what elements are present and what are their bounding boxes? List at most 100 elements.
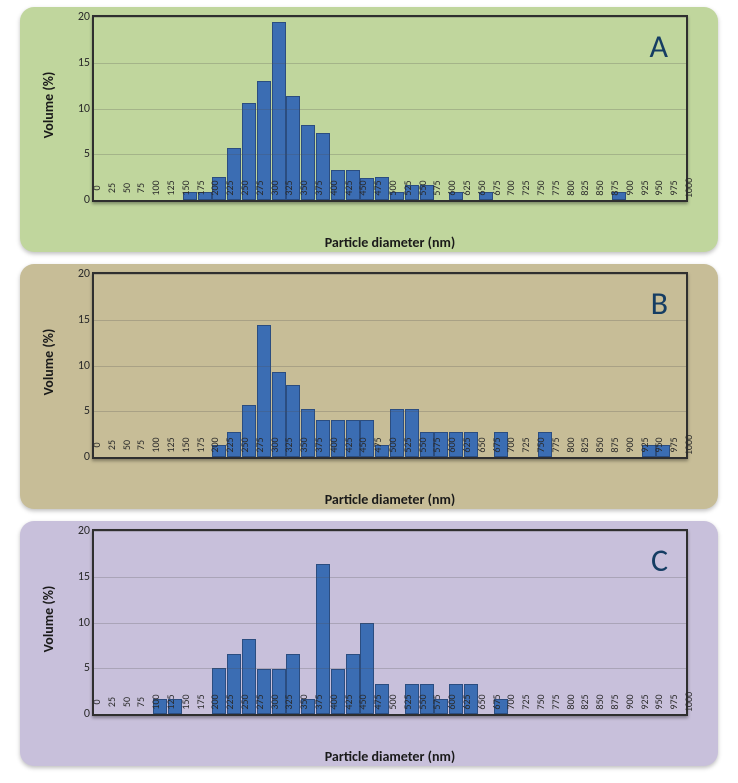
x-tick-label: 400 (327, 173, 340, 203)
y-label-wrap: Volume (%) (34, 7, 54, 202)
x-tick-label: 500 (386, 430, 399, 460)
x-axis-label: Particle diameter (nm) (92, 491, 688, 508)
y-tick-label: 5 (64, 404, 94, 418)
x-tick-label: 125 (164, 430, 177, 460)
x-tick-label: 150 (179, 430, 192, 460)
x-tick-label: 50 (120, 687, 133, 717)
x-tick-label: 125 (164, 687, 177, 717)
x-tick-label: 525 (401, 430, 414, 460)
x-tick-label: 525 (401, 687, 414, 717)
x-tick-label: 200 (208, 687, 221, 717)
panel-a: Volume (%) A 051015200255075100125150175… (20, 7, 718, 252)
x-tick-label: 300 (268, 173, 281, 203)
y-tick-label: 5 (64, 147, 94, 161)
gridline (94, 63, 686, 64)
x-tick-label: 300 (268, 687, 281, 717)
x-tick-label: 750 (534, 430, 547, 460)
x-tick-label: 325 (282, 687, 295, 717)
x-tick-label: 700 (504, 173, 517, 203)
x-tick-label: 250 (238, 173, 251, 203)
x-tick-label: 400 (327, 687, 340, 717)
x-tick-label: 975 (667, 173, 680, 203)
x-tick-label: 900 (623, 430, 636, 460)
x-tick-label: 75 (134, 687, 147, 717)
panel-b: Volume (%) B 051015200255075100125150175… (20, 264, 718, 509)
x-tick-label: 950 (652, 430, 665, 460)
x-tick-label: 475 (371, 173, 384, 203)
x-tick-label: 275 (253, 430, 266, 460)
x-axis-label: Particle diameter (nm) (92, 748, 688, 765)
x-tick-label: 1000 (682, 173, 695, 203)
x-tick-label: 600 (445, 430, 458, 460)
x-tick-label: 775 (549, 687, 562, 717)
x-tick-label: 550 (416, 687, 429, 717)
x-tick-label: 450 (356, 687, 369, 717)
x-tick-label: 550 (416, 430, 429, 460)
x-tick-label: 975 (667, 430, 680, 460)
x-tick-label: 875 (608, 430, 621, 460)
y-tick-label: 15 (64, 313, 94, 327)
x-tick-label: 700 (504, 430, 517, 460)
panel-letter-c: C (651, 541, 668, 580)
x-tick-label: 925 (638, 687, 651, 717)
x-tick-label: 125 (164, 173, 177, 203)
gridline (94, 623, 686, 624)
x-tick-label: 825 (578, 173, 591, 203)
x-tick-label: 625 (460, 430, 473, 460)
x-tick-label: 150 (179, 687, 192, 717)
panel-letter-a: A (649, 27, 668, 66)
x-tick-label: 575 (430, 430, 443, 460)
x-tick-label: 425 (342, 430, 355, 460)
x-tick-label: 650 (475, 430, 488, 460)
y-tick-label: 15 (64, 570, 94, 584)
x-tick-label: 1000 (682, 687, 695, 717)
gridline (94, 109, 686, 110)
x-tick-label: 525 (401, 173, 414, 203)
gridline (94, 668, 686, 669)
x-tick-label: 25 (105, 173, 118, 203)
x-tick-label: 100 (149, 173, 162, 203)
gridline (94, 577, 686, 578)
gridline (94, 320, 686, 321)
x-tick-label: 225 (223, 430, 236, 460)
x-tick-label: 175 (194, 687, 207, 717)
x-tick-label: 775 (549, 173, 562, 203)
x-tick-label: 350 (297, 687, 310, 717)
x-tick-label: 800 (564, 430, 577, 460)
y-tick-label: 15 (64, 56, 94, 70)
gridline (94, 411, 686, 412)
x-tick-label: 0 (90, 430, 103, 460)
x-tick-label: 575 (430, 687, 443, 717)
x-tick-label: 175 (194, 430, 207, 460)
y-tick-label: 5 (64, 661, 94, 675)
x-tick-label: 300 (268, 430, 281, 460)
x-tick-label: 875 (608, 687, 621, 717)
x-tick-label: 225 (223, 687, 236, 717)
x-tick-label: 650 (475, 687, 488, 717)
x-tick-label: 725 (519, 687, 532, 717)
x-tick-label: 600 (445, 173, 458, 203)
gridline (94, 366, 686, 367)
x-tick-label: 675 (490, 173, 503, 203)
y-tick-label: 10 (64, 359, 94, 373)
gridline (94, 531, 686, 532)
x-tick-label: 200 (208, 173, 221, 203)
x-tick-label: 425 (342, 173, 355, 203)
plot-frame-b: B 05101520025507510012515017520022525027… (92, 272, 688, 459)
x-tick-label: 575 (430, 173, 443, 203)
gridline (94, 274, 686, 275)
x-tick-label: 925 (638, 173, 651, 203)
x-tick-label: 675 (490, 687, 503, 717)
x-tick-label: 900 (623, 687, 636, 717)
x-tick-label: 50 (120, 173, 133, 203)
x-tick-label: 50 (120, 430, 133, 460)
x-tick-label: 350 (297, 173, 310, 203)
x-tick-label: 25 (105, 430, 118, 460)
x-tick-label: 825 (578, 687, 591, 717)
x-tick-label: 375 (312, 430, 325, 460)
x-tick-label: 450 (356, 173, 369, 203)
x-tick-label: 0 (90, 173, 103, 203)
x-tick-label: 950 (652, 687, 665, 717)
y-tick-label: 20 (64, 267, 94, 281)
x-tick-label: 375 (312, 687, 325, 717)
